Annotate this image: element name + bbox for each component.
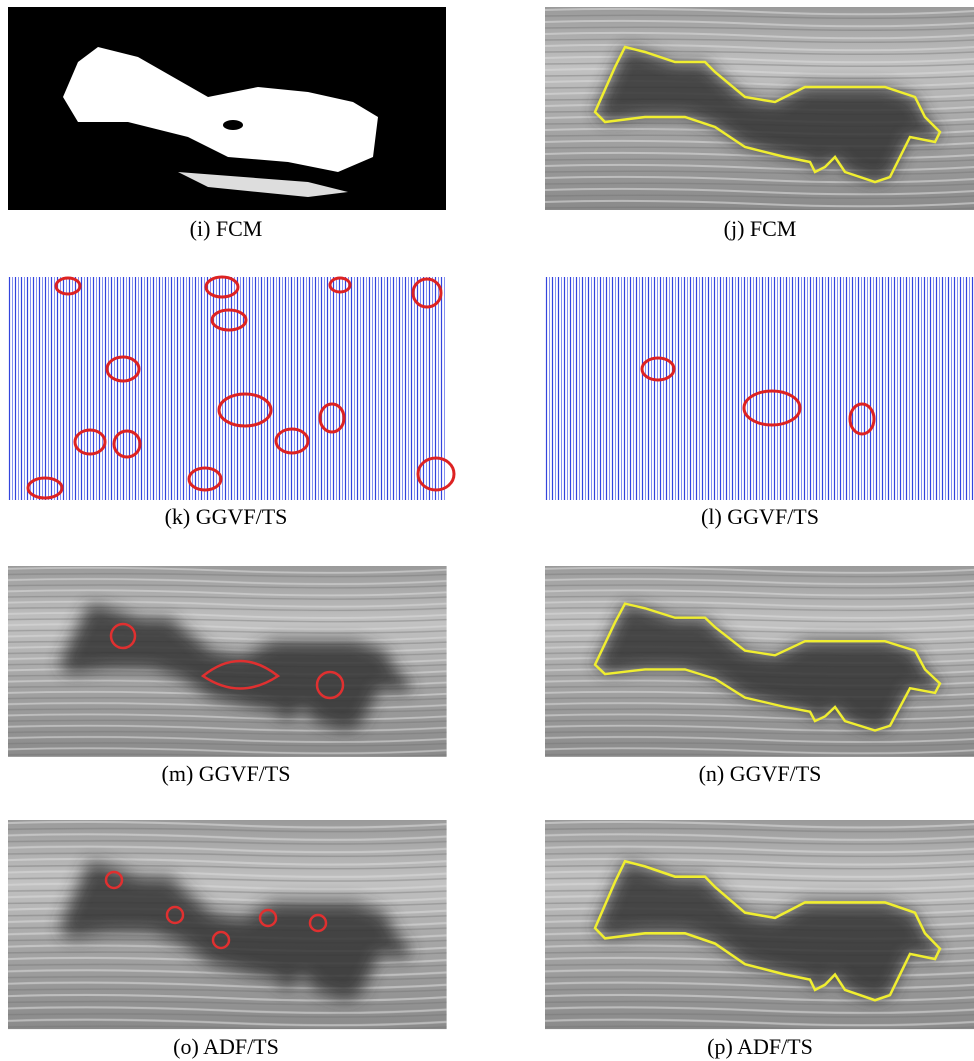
figure: (i) FCM (j) FCM (k) GGVF/TS (l) GGVF/TS …	[0, 0, 974, 1061]
panel-m	[8, 566, 447, 757]
panel-j	[545, 7, 974, 210]
page: (i) FCM (j) FCM (k) GGVF/TS (l) GGVF/TS …	[0, 0, 974, 1061]
caption: (o) ADF/TS	[173, 1034, 279, 1059]
panel-o	[8, 820, 447, 1029]
caption: (i) FCM	[190, 216, 263, 241]
panel-l	[545, 277, 974, 500]
caption: (l) GGVF/TS	[701, 504, 819, 529]
caption: (k) GGVF/TS	[165, 504, 288, 529]
panel-k	[8, 277, 454, 500]
caption: (p) ADF/TS	[707, 1034, 813, 1059]
panel-p	[545, 820, 974, 1029]
panel-n	[545, 566, 974, 757]
caption: (j) FCM	[724, 216, 797, 241]
caption: (n) GGVF/TS	[699, 761, 822, 786]
panel-i	[8, 7, 446, 210]
caption: (m) GGVF/TS	[162, 761, 291, 786]
